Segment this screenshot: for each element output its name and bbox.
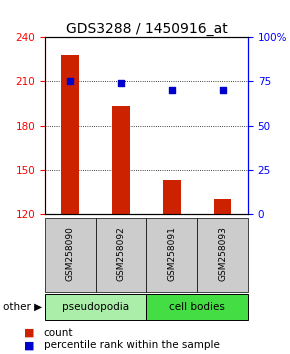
Point [220,87,225,93]
Bar [45,218,96,292]
Text: ■: ■ [24,340,34,350]
Title: GDS3288 / 1450916_at: GDS3288 / 1450916_at [66,22,227,36]
Bar [45,294,146,320]
Text: ■: ■ [24,328,34,338]
Bar [61,55,79,214]
Text: cell bodies: cell bodies [169,302,225,312]
Point [169,87,174,93]
Text: GSM258091: GSM258091 [167,226,176,281]
Bar [214,199,231,214]
Bar [197,218,248,292]
Bar [146,218,197,292]
Text: GSM258090: GSM258090 [66,226,75,281]
Text: count: count [44,328,73,338]
Bar [96,218,146,292]
Point [68,79,72,84]
Text: GSM258093: GSM258093 [218,226,227,281]
Bar [163,180,181,214]
Text: GSM258092: GSM258092 [117,226,126,281]
Bar [146,294,248,320]
Text: other ▶: other ▶ [3,302,42,312]
Point [119,80,124,86]
Bar [112,107,130,214]
Text: percentile rank within the sample: percentile rank within the sample [44,340,219,350]
Text: pseudopodia: pseudopodia [62,302,129,312]
